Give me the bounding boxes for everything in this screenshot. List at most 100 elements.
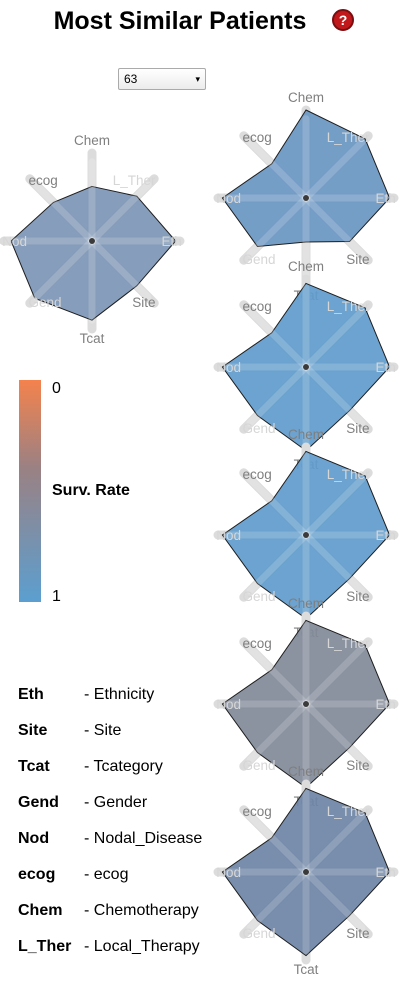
radar-axis-label: Gend (243, 758, 276, 773)
radar-axis-label: ecog (243, 804, 272, 819)
radar-axis-label: Eth (375, 697, 395, 712)
legend-full: - Local_Therapy (84, 938, 200, 955)
help-icon[interactable]: ? (332, 9, 354, 31)
radar-center (303, 195, 309, 201)
radar-axis-overlay (246, 475, 310, 539)
legend-abbr: L_Ther (18, 938, 72, 955)
radar-center (303, 364, 309, 370)
radar-axis-label: Site (346, 252, 369, 267)
radar-axis-overlay (246, 194, 310, 258)
radar-axis-label: Eth (161, 234, 181, 249)
radar-axis-label: ecog (243, 130, 272, 145)
radar-axis-overlay (246, 531, 310, 595)
scale-bottom-label: 1 (52, 588, 61, 605)
radar-axis-label: Gend (29, 295, 62, 310)
radar-axis-overlay (88, 237, 152, 301)
legend-full: - Ethnicity (84, 686, 155, 703)
radar-axis-overlay (302, 868, 366, 932)
radar-axis-label: Gend (243, 252, 276, 267)
legend-full: - ecog (84, 866, 129, 883)
radar-axis-label: Site (346, 758, 369, 773)
chevron-down-icon: ▾ (195, 74, 200, 84)
radar-axis-overlay (302, 475, 366, 539)
legend-abbr: Nod (18, 830, 50, 847)
legend-full: - Site (84, 722, 122, 739)
radar-axis-overlay (302, 644, 366, 708)
radar-axis-label: Site (132, 295, 155, 310)
patient-select[interactable]: 63 ▾ (118, 68, 206, 90)
radar-axis-overlay (302, 194, 366, 258)
radar-axis-label: L_Ther (327, 467, 370, 482)
radar-axis-label: Nod (216, 697, 241, 712)
radar-axis-label: Tcat (294, 962, 319, 977)
radar-center (303, 869, 309, 875)
radar-axis-overlay (246, 644, 310, 708)
legend-abbr: ecog (18, 866, 56, 883)
radar-axis-overlay (246, 812, 310, 876)
radar-center (89, 238, 95, 244)
radar-axis-label: ecog (243, 467, 272, 482)
radar-axis-label: Site (346, 589, 369, 604)
radar-axis-label: Gend (243, 589, 276, 604)
radar-axis-label: Chem (288, 427, 324, 442)
radar-axis-label: Gend (243, 421, 276, 436)
radar-axis-label: Gend (243, 926, 276, 941)
radar-center (303, 701, 309, 707)
radar-shape (221, 109, 391, 248)
radar-chart[interactable]: Chem L_Ther Eth Site Tcat Gend Nod ecog (186, 762, 400, 982)
radar-axis-label: Site (346, 421, 369, 436)
radar-axis-label: Eth (375, 865, 395, 880)
radar-axis-overlay (302, 307, 366, 371)
radar-axis-label: Eth (375, 360, 395, 375)
survival-color-scale (19, 380, 41, 602)
radar-axis-label: ecog (243, 299, 272, 314)
radar-axis-overlay (246, 363, 310, 427)
radar-axis-overlay (246, 138, 310, 202)
radar-axis-label: L_Ther (327, 636, 370, 651)
radar-axis-label: L_Ther (327, 804, 370, 819)
radar-axis-label: Site (346, 926, 369, 941)
radar-axis-label: L_Ther (113, 173, 156, 188)
radar-axis-label: Chem (288, 90, 324, 105)
legend-full: - Nodal_Disease (84, 830, 203, 847)
scale-title: Surv. Rate (52, 482, 130, 499)
radar-axis-overlay (302, 138, 366, 202)
radar-axis-label: Tcat (80, 331, 105, 346)
radar-axis-overlay (32, 237, 96, 301)
radar-axis-label: Chem (288, 764, 324, 779)
radar-center (303, 532, 309, 538)
legend-abbr: Gend (18, 794, 59, 811)
radar-axis-label: L_Ther (327, 299, 370, 314)
legend-full: - Tcategory (84, 758, 163, 775)
radar-shape (10, 185, 177, 321)
page-title: Most Similar Patients (53, 7, 307, 35)
legend-abbr: Tcat (18, 758, 50, 775)
radar-axis-overlay (302, 363, 366, 427)
radar-axis-label: Nod (2, 234, 27, 249)
radar-axis-overlay (302, 812, 366, 876)
radar-axis-overlay (246, 868, 310, 932)
radar-axis-overlay (302, 700, 366, 764)
radar-axis-label: Nod (216, 360, 241, 375)
radar-axis-label: L_Ther (327, 130, 370, 145)
radar-axis-label: Chem (74, 133, 110, 148)
legend-full: - Chemotherapy (84, 902, 199, 919)
radar-axis-label: Chem (288, 259, 324, 274)
radar-axis-label: Nod (216, 865, 241, 880)
legend-abbr: Eth (18, 686, 44, 703)
legend-abbr: Chem (18, 902, 63, 919)
legend-abbr: Site (18, 722, 48, 739)
radar-axis-label: Nod (216, 528, 241, 543)
radar-axis-overlay (32, 181, 96, 245)
radar-axis-overlay (246, 700, 310, 764)
scale-top-label: 0 (52, 380, 61, 397)
radar-axis-label: Chem (288, 596, 324, 611)
radar-axis-overlay (88, 181, 152, 245)
radar-axis-label: Eth (375, 191, 395, 206)
legend-full: - Gender (84, 794, 148, 811)
radar-axis-label: Nod (216, 191, 241, 206)
radar-axis-label: Eth (375, 528, 395, 543)
